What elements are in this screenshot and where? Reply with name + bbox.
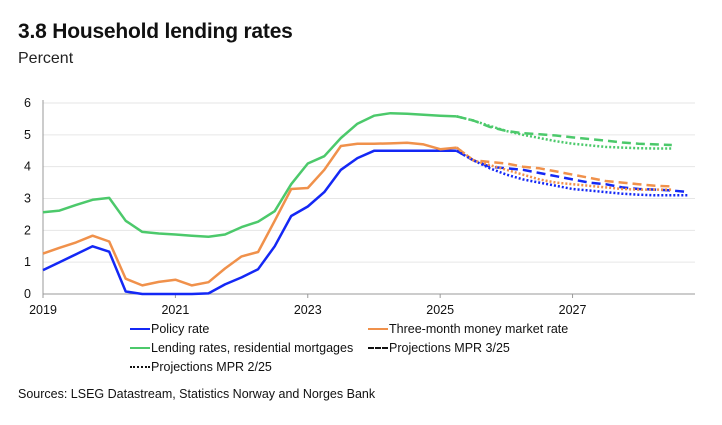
x-tick-label: 2019 — [29, 303, 57, 317]
series-line-mortgage-dashed — [456, 115, 672, 147]
y-tick-label: 3 — [24, 192, 31, 206]
legend-swatch — [130, 347, 150, 349]
legend-swatch — [368, 328, 388, 330]
y-tick-label: 4 — [24, 160, 31, 174]
gridlines — [43, 102, 695, 263]
chart-title: 3.8 Household lending rates — [18, 20, 293, 43]
chart-subtitle: Percent — [18, 50, 74, 67]
x-tick-label: 2027 — [559, 303, 587, 317]
legend-swatch — [130, 366, 150, 368]
legend-item-policy-rate: Policy rate — [130, 322, 209, 336]
series-line-money_market-dashed — [455, 146, 672, 188]
x-tick-label: 2023 — [294, 303, 322, 317]
legend-item-mpr-3-25: Projections MPR 3/25 — [368, 341, 510, 355]
series-line-policy-dotted — [456, 149, 689, 197]
legend-item-mpr-2-25: Projections MPR 2/25 — [130, 360, 272, 374]
legend-swatch — [368, 347, 388, 349]
source-note: Sources: LSEG Datastream, Statistics Nor… — [18, 387, 376, 401]
y-tick-label: 0 — [24, 287, 31, 301]
legend-label: Policy rate — [151, 322, 210, 336]
legend-label: Lending rates, residential mortgages — [151, 341, 354, 355]
y-tick-label: 2 — [24, 223, 31, 237]
legend-label: Projections MPR 2/25 — [151, 360, 272, 374]
series-line-mortgage-dotted — [456, 115, 672, 150]
series-line-money_market-solid — [42, 141, 457, 287]
legend-label: Projections MPR 3/25 — [389, 341, 510, 355]
axes: 0 1 2 3 4 5 6 2019 2021 2023 2025 2027 — [24, 96, 695, 317]
y-tick-label: 5 — [24, 128, 31, 142]
legend-label: Three-month money market rate — [389, 322, 569, 336]
legend-item-mortgages: Lending rates, residential mortgages — [130, 341, 353, 355]
x-tick-label: 2021 — [161, 303, 189, 317]
series-lines — [42, 111, 689, 296]
y-tick-label: 1 — [24, 255, 31, 269]
legend-swatch — [130, 328, 150, 330]
series-line-money_market-dotted — [455, 146, 672, 191]
series-line-policy-solid — [42, 149, 457, 296]
x-tick-label: 2025 — [426, 303, 454, 317]
y-tick-label: 6 — [24, 96, 31, 110]
series-line-mortgage-solid — [42, 111, 457, 238]
legend-item-money-market: Three-month money market rate — [368, 322, 568, 336]
